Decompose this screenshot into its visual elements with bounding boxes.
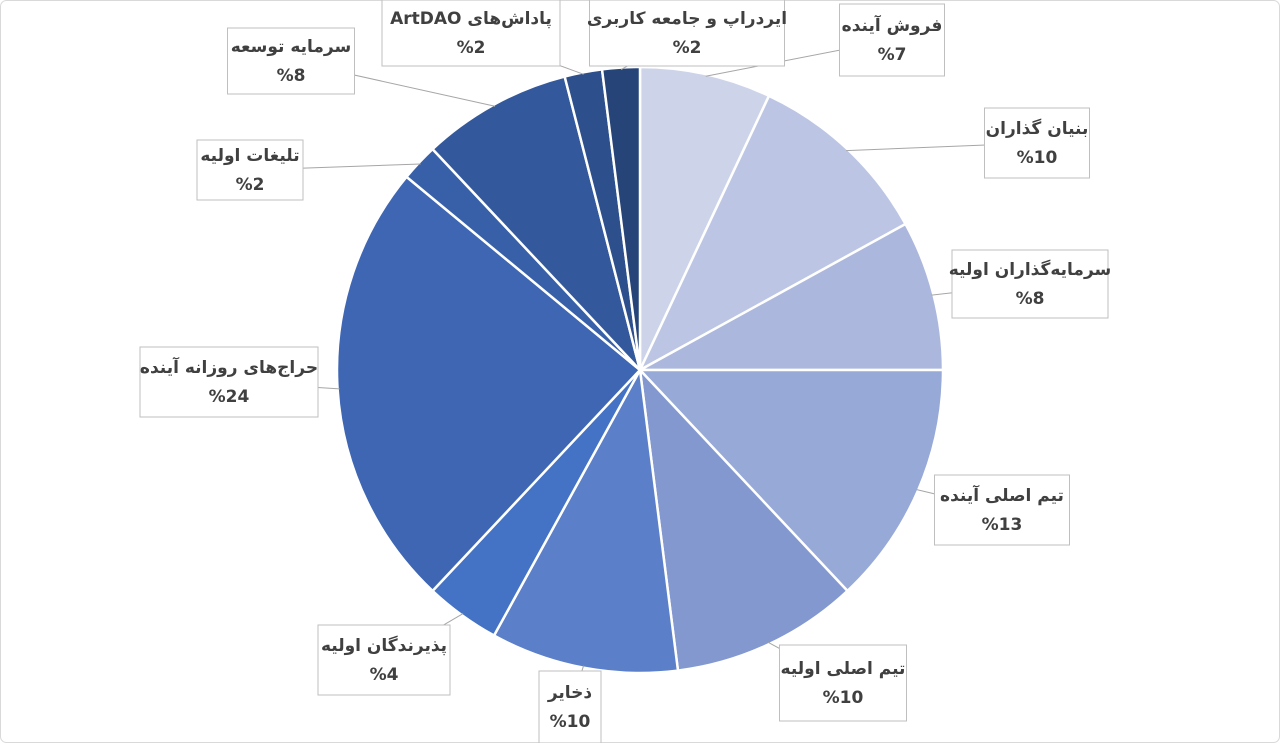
pie-slice	[638, 65, 771, 371]
value-label: %10	[1017, 148, 1058, 168]
value-label: %8	[1016, 289, 1045, 309]
category-label: ایردراپ و جامعه کاربری	[587, 9, 787, 29]
data-label: فروش آینده %7	[705, 3, 945, 77]
value-label: %2	[673, 38, 702, 58]
data-label: سرمایه توسعه %8	[227, 27, 496, 107]
category-label: فروش آینده	[842, 14, 943, 36]
data-label: بنیان گذاران %10	[846, 107, 1090, 179]
value-label: %2	[457, 38, 486, 58]
label-box	[227, 27, 355, 95]
label-box	[538, 670, 602, 743]
data-label: تلیغات اولیه %2	[196, 139, 421, 201]
value-label: %4	[370, 665, 399, 685]
data-label: ایردراپ و جامعه کاربری %2	[587, 0, 787, 71]
category-label: پاداش‌های ArtDAO	[390, 9, 552, 29]
label-box	[779, 644, 907, 722]
value-label: %2	[236, 175, 265, 195]
value-label: %10	[550, 712, 591, 732]
label-box	[317, 624, 451, 696]
data-label: حراج‌های روزانه آینده %24	[139, 346, 340, 418]
category-label: ذخایر	[547, 683, 593, 703]
label-box	[984, 107, 1090, 179]
pie-slice	[430, 74, 642, 371]
data-label: سرمایه‌گذاران اولیه %8	[931, 249, 1112, 319]
label-box	[934, 474, 1070, 546]
category-label: تیم اصلی آینده	[940, 484, 1064, 506]
label-box	[951, 249, 1109, 319]
data-label: پاداش‌های ArtDAO %2	[381, 0, 584, 75]
label-box	[589, 0, 785, 67]
value-label: %10	[823, 688, 864, 708]
category-label: بنیان گذاران	[986, 118, 1089, 139]
data-label: پذیرندگان اولیه %4	[317, 613, 464, 696]
category-label: تلیغات اولیه	[200, 146, 299, 166]
category-label: سرمایه توسعه	[231, 37, 351, 57]
category-label: تیم اصلی اولیه	[781, 659, 906, 679]
value-label: %24	[209, 387, 250, 407]
value-label: %8	[277, 66, 306, 86]
data-label: ذخایر %10	[538, 665, 602, 743]
pie-slice	[637, 94, 908, 373]
value-label: %13	[982, 515, 1023, 535]
label-box	[381, 0, 561, 67]
data-label: تیم اصلی آینده %13	[916, 474, 1070, 546]
category-label: حراج‌های روزانه آینده	[140, 356, 318, 378]
category-label: پذیرندگان اولیه	[321, 635, 447, 656]
pie-slice	[638, 366, 850, 673]
label-box	[139, 346, 319, 418]
value-label: %7	[878, 45, 907, 65]
label-box	[196, 139, 304, 201]
pie-slice	[600, 65, 642, 371]
category-label: سرمایه‌گذاران اولیه	[949, 259, 1112, 280]
label-box	[839, 3, 945, 77]
data-label: تیم اصلی اولیه %10	[767, 641, 907, 722]
